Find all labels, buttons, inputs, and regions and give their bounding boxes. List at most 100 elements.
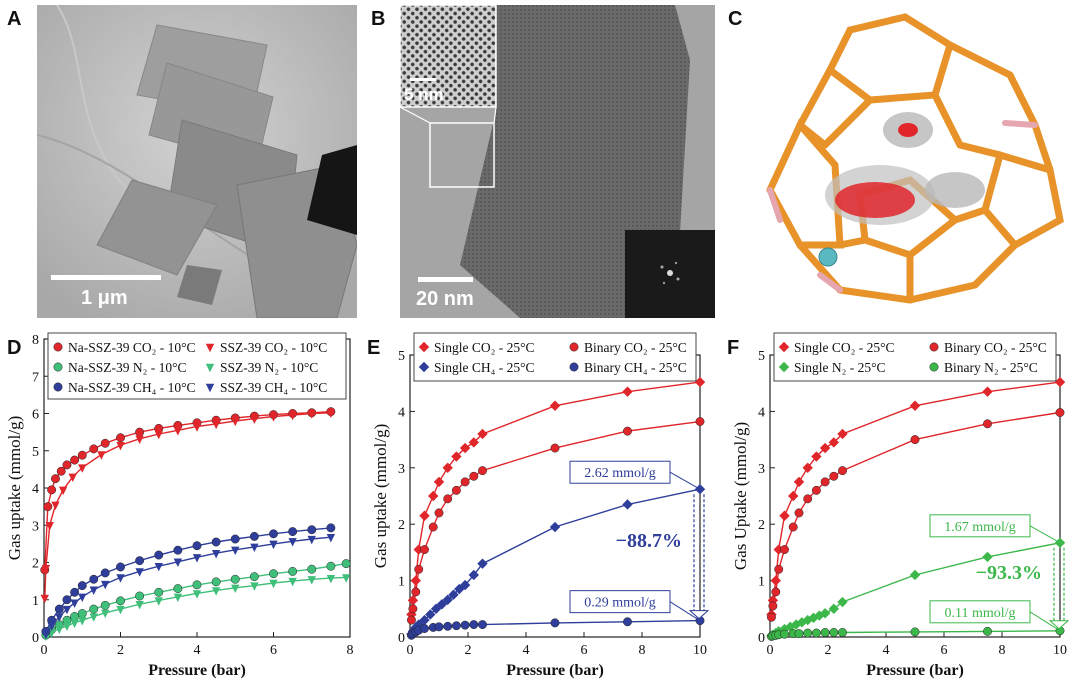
data-point [788, 490, 799, 502]
data-point [116, 574, 125, 583]
legend-entry: Binary CO₂ - 25°C [584, 340, 687, 355]
data-point [428, 522, 438, 532]
series-line [44, 412, 331, 598]
data-point [982, 551, 993, 563]
data-point [70, 619, 79, 629]
legend-marker [569, 362, 579, 372]
legend: Single CO₂ - 25°C Binary CO₂ - 25°C Single… [773, 332, 1057, 382]
data-point [77, 609, 87, 618]
data-point [89, 604, 99, 614]
data-point [192, 541, 202, 551]
data-point [780, 545, 789, 555]
data-point [173, 584, 183, 594]
legend-marker [778, 341, 790, 353]
data-point [89, 613, 98, 622]
inset-scale-label-b: 5 nm [404, 85, 444, 104]
x-tick-label: 4 [194, 643, 201, 658]
series-line [45, 536, 331, 635]
data-point [230, 574, 240, 584]
data-point [58, 486, 68, 496]
data-point [443, 494, 453, 504]
legend: Single CO₂ - 25°C Binary CO₂ - 25°C Single… [413, 332, 697, 382]
y-tick-label: 2 [398, 518, 405, 533]
data-point [41, 630, 51, 640]
legend-entry: Single CH₄ - 25°C [434, 360, 535, 375]
data-point [307, 410, 316, 419]
data-point [54, 604, 64, 614]
data-point [77, 581, 87, 591]
legend-entry: Na-SSZ-39 CH₄ - 10°C [68, 380, 195, 395]
data-point [326, 533, 336, 543]
data-point [695, 417, 705, 427]
y-axis-label: Gas uptake (mmol/g) [371, 424, 390, 568]
scale-bar-b [418, 277, 473, 282]
data-point [909, 569, 921, 581]
data-point [433, 476, 445, 488]
y-tick-label: 2 [32, 557, 39, 572]
data-point [1054, 376, 1066, 388]
data-point [910, 627, 920, 637]
top-pointer [1029, 525, 1061, 544]
legend-marker [929, 362, 939, 372]
y-tick-label: 3 [398, 462, 405, 477]
bottom-value-label: 0.29 mmol/g [584, 596, 656, 611]
series-4 [41, 523, 336, 636]
data-point [45, 522, 54, 531]
x-tick-label: 0 [407, 643, 414, 658]
x-tick-label: 2 [117, 643, 124, 658]
panel-c-framework-cage [760, 5, 1070, 320]
data-point [909, 400, 921, 411]
data-point [794, 508, 804, 518]
data-point [420, 624, 429, 633]
legend-entry: Binary N₂ - 25°C [944, 360, 1038, 375]
chart-e: 0 2 4 6 8 10 0 1 2 3 4 5 Pressure (bar) Gas uptake (m… [371, 332, 710, 679]
y-tick-label: 5 [398, 349, 405, 364]
legend-marker [418, 341, 430, 353]
data-point [77, 450, 87, 460]
series-2 [766, 537, 1066, 642]
panel-a-tem-image: 1 μm [37, 5, 357, 318]
data-point [793, 476, 805, 488]
series-3 [407, 616, 705, 640]
data-point [326, 409, 336, 418]
data-point [154, 587, 164, 597]
series-1 [407, 417, 705, 625]
data-point [442, 462, 453, 473]
data-point [70, 455, 80, 465]
data-point [407, 615, 416, 625]
data-point [307, 525, 317, 535]
x-tick-label: 0 [767, 643, 774, 658]
legend-entry: SSZ-39 CO₂ - 10°C [220, 340, 327, 355]
legend-marker [53, 382, 63, 392]
legend-entry: Na-SSZ-39 N₂ - 10°C [68, 360, 186, 375]
data-point [428, 490, 439, 502]
data-point [434, 622, 444, 632]
x-axis-label: Pressure (bar) [506, 662, 604, 679]
series-line [45, 562, 347, 636]
data-point [154, 597, 163, 606]
data-point [100, 568, 110, 578]
data-point [192, 554, 202, 563]
data-point [154, 563, 163, 572]
legend-entry: Binary CO₂ - 25°C [944, 340, 1047, 355]
data-point [100, 438, 110, 448]
data-point [101, 609, 110, 618]
legend-marker [53, 342, 63, 352]
data-point [288, 566, 298, 576]
data-point [56, 466, 66, 476]
y-tick-label: 3 [32, 519, 39, 534]
data-point [70, 587, 80, 597]
data-point [341, 574, 351, 583]
top-pointer [669, 471, 701, 490]
x-tick-label: 6 [941, 643, 948, 658]
data-point [779, 510, 790, 521]
y-tick-label: 3 [758, 462, 765, 477]
data-point [288, 577, 297, 587]
panel-label-b: B [371, 8, 386, 30]
y-tick-label: 4 [758, 405, 765, 420]
data-point [478, 466, 487, 476]
x-axis-label: Pressure (bar) [148, 662, 246, 679]
chart-f: 0 2 4 6 8 10 0 1 2 3 4 5 Pressure (bar) Gas Uptake (m… [731, 332, 1070, 679]
data-point [808, 612, 819, 624]
data-point [838, 466, 847, 476]
